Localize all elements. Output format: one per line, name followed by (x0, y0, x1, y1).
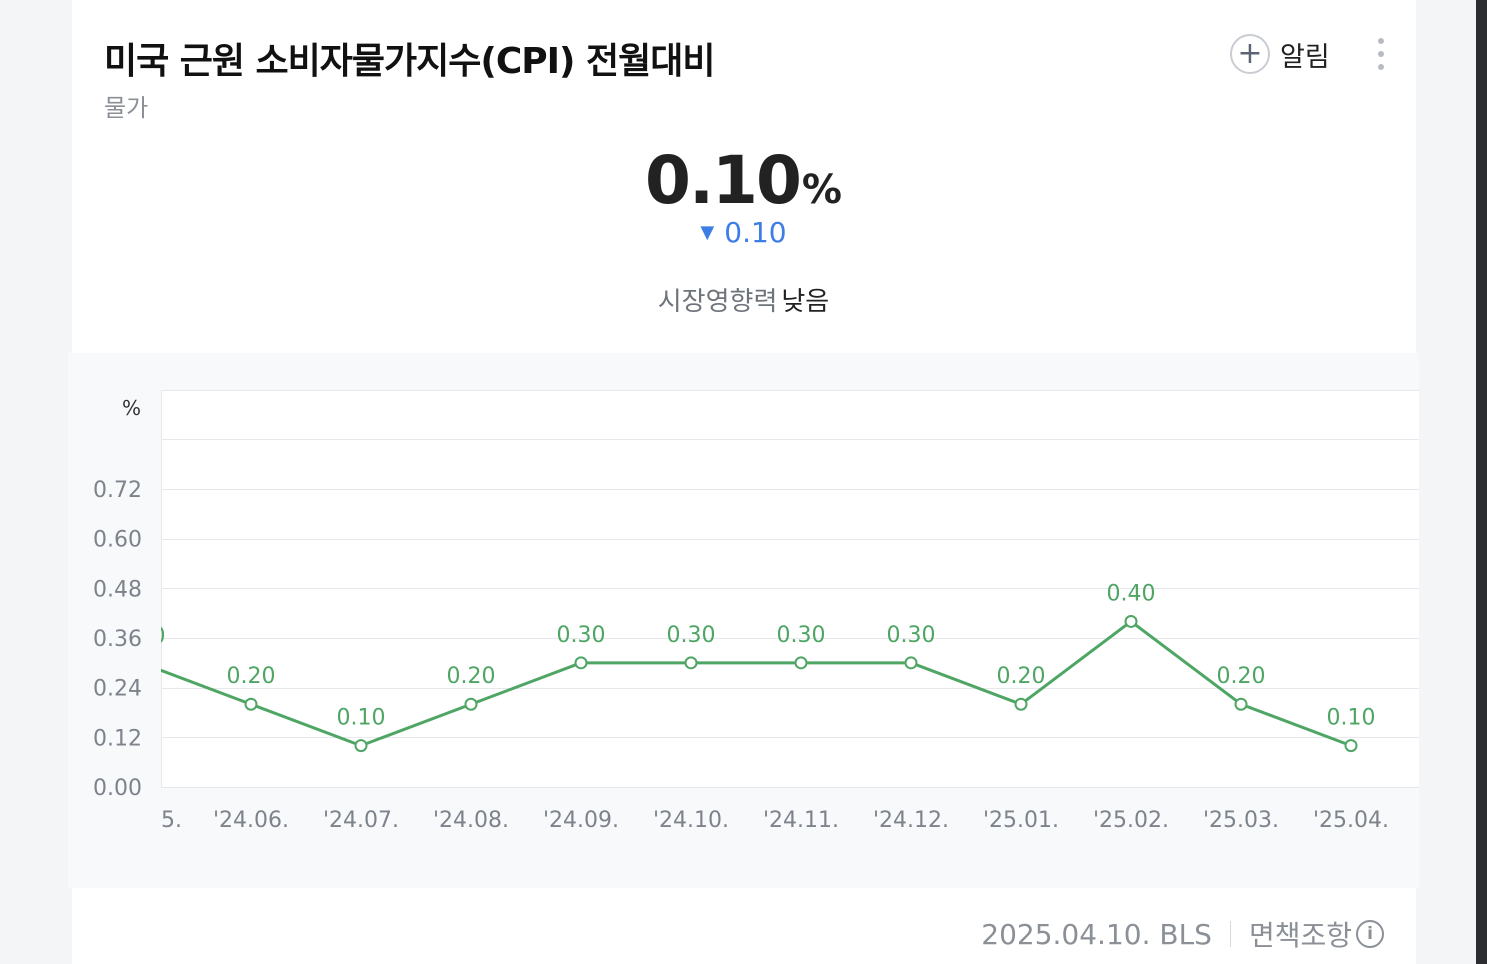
y-tick-label: 0.24 (93, 677, 142, 702)
x-tick-label: '24.07. (323, 808, 399, 833)
x-tick-label: '25.01. (983, 808, 1059, 833)
series-line (161, 619, 1352, 748)
data-point[interactable] (244, 697, 258, 711)
x-tick-label: 5. (161, 808, 182, 833)
more-dot-icon (1378, 51, 1384, 57)
plus-icon: + (1230, 34, 1270, 74)
indicator-category: 물가 (104, 94, 149, 122)
data-point[interactable] (574, 656, 588, 670)
market-impact: 시장영향력 낮음 (0, 281, 1487, 318)
y-tick-label: 0.48 (93, 577, 142, 602)
down-triangle-icon: ▼ (700, 222, 715, 243)
value-change: ▼ 0.10 (0, 216, 1487, 249)
x-tick-label: '24.12. (873, 808, 949, 833)
y-tick-label: 0.12 (93, 726, 142, 751)
data-label: 0.10 (1327, 706, 1376, 731)
alarm-button[interactable]: + 알림 (1230, 30, 1330, 78)
x-axis-labels: 5. '24.06. '24.07. '24.08. '24.09. '24.10. '24… (161, 808, 1389, 833)
x-tick-label: '25.03. (1203, 808, 1279, 833)
data-point[interactable] (1124, 614, 1138, 628)
x-tick-label: '25.02. (1093, 808, 1169, 833)
chart-panel: % 0.72 0.60 0.48 0.36 0.24 0.12 0.00 5. '24.06. '2… (68, 353, 1419, 888)
x-tick-label: '24.11. (763, 808, 839, 833)
y-tick-label: 0.00 (93, 776, 142, 801)
y-axis-unit: % (122, 396, 141, 420)
data-label: 0.20 (447, 664, 496, 689)
source-info: 2025.04.10. BLS (981, 917, 1212, 951)
data-label: 0.30 (117, 624, 166, 649)
data-point[interactable] (464, 697, 478, 711)
footer: 2025.04.10. BLS 면책조항 i (981, 914, 1384, 954)
data-label: 0.30 (777, 623, 826, 648)
line-chart: % 0.72 0.60 0.48 0.36 0.24 0.12 0.00 5. '24.06. '2… (93, 390, 1419, 833)
y-tick-label: 0.72 (93, 478, 142, 503)
current-value-unit: % (801, 167, 842, 213)
x-tick-label: '24.09. (543, 808, 619, 833)
x-tick-label: '24.10. (653, 808, 729, 833)
data-point[interactable] (1344, 739, 1358, 753)
x-tick-label: '25.04. (1313, 808, 1389, 833)
change-value: 0.10 (724, 216, 787, 249)
market-impact-label: 시장영향력 (657, 287, 778, 317)
more-dot-icon (1378, 38, 1384, 44)
data-point[interactable] (794, 656, 808, 670)
current-value-number: 0.10 (645, 142, 802, 219)
data-point[interactable] (1234, 697, 1248, 711)
y-tick-label: 0.60 (93, 528, 142, 553)
data-label: 0.30 (887, 623, 936, 648)
data-label: 0.10 (337, 706, 386, 731)
data-label: 0.20 (227, 664, 276, 689)
alarm-label: 알림 (1280, 41, 1330, 73)
disclaimer-label: 면책조항 (1248, 919, 1352, 952)
info-icon: i (1356, 920, 1384, 948)
series-group: 0.30 0.20 0.10 0.20 0.30 0.30 0.30 0.30 0.20 0.40… (117, 581, 1376, 753)
more-options-button[interactable] (1370, 38, 1392, 70)
data-label: 0.30 (557, 623, 606, 648)
data-label: 0.20 (1217, 664, 1266, 689)
x-tick-label: '24.06. (213, 808, 289, 833)
current-value: 0.10% (0, 142, 1487, 219)
footer-divider (1229, 921, 1231, 947)
data-label: 0.20 (997, 664, 1046, 689)
more-dot-icon (1378, 64, 1384, 70)
window-edge (1476, 0, 1487, 964)
data-point[interactable] (1014, 697, 1028, 711)
market-impact-value: 낮음 (781, 287, 830, 317)
data-point[interactable] (684, 656, 698, 670)
data-point[interactable] (354, 739, 368, 753)
disclaimer-link[interactable]: 면책조항 i (1249, 914, 1384, 954)
indicator-title: 미국 근원 소비자물가지수(CPI) 전월대비 (104, 41, 716, 82)
x-tick-label: '24.08. (433, 808, 509, 833)
data-point[interactable] (904, 656, 918, 670)
y-tick-label: 0.36 (93, 627, 142, 652)
data-label: 0.40 (1107, 581, 1156, 606)
data-label: 0.30 (667, 623, 716, 648)
